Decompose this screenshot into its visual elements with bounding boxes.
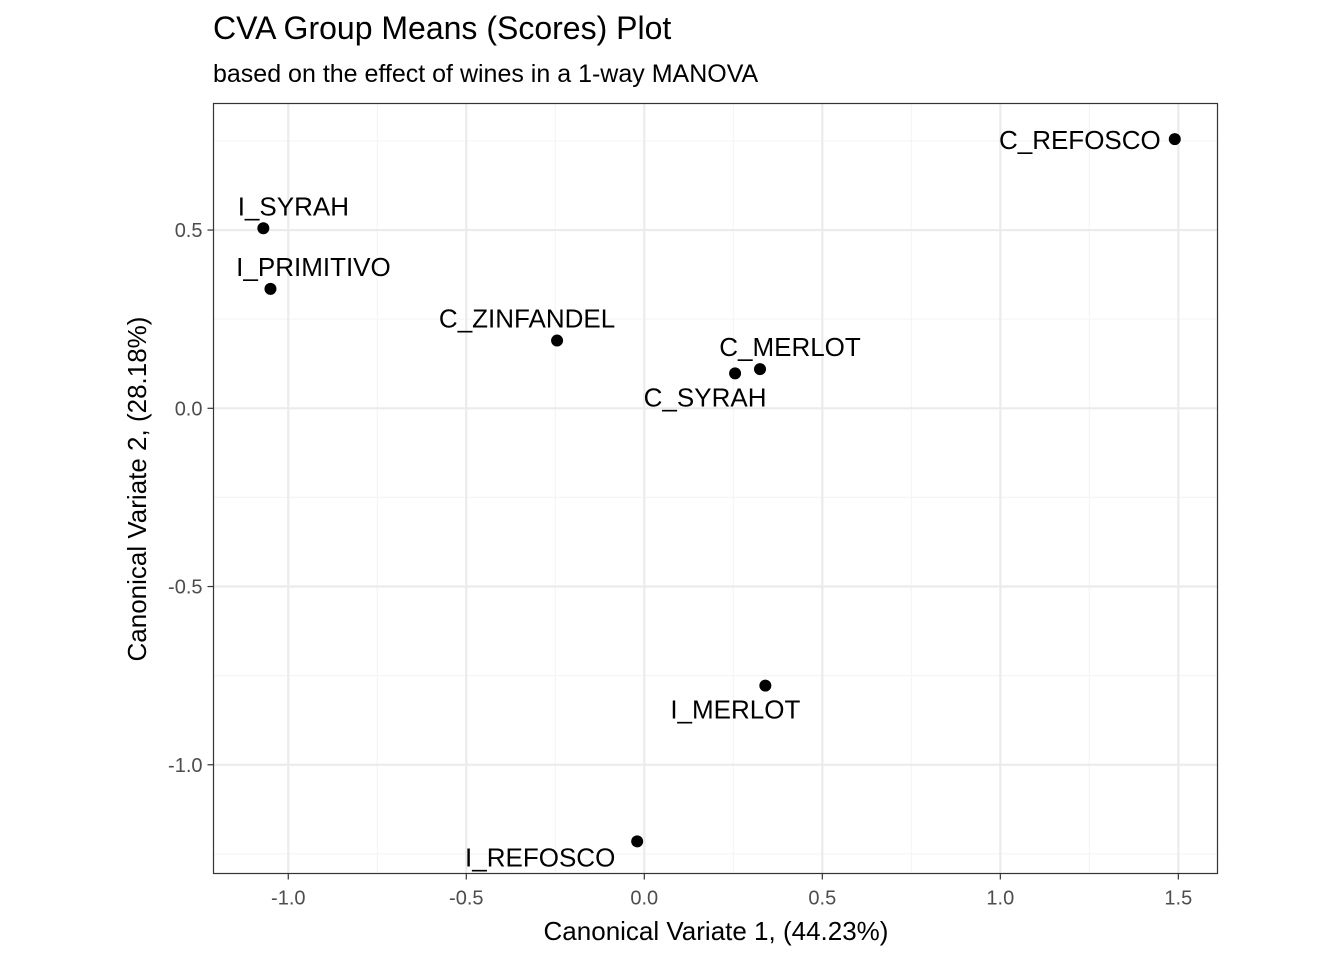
point-label: I_SYRAH (238, 191, 349, 221)
point-label: C_ZINFANDEL (439, 304, 615, 334)
data-point (264, 282, 277, 295)
x-axis-title: Canonical Variate 1, (44.23%) (544, 916, 889, 946)
y-axis: -1.0 -0.5 0.0 0.5 (168, 220, 214, 777)
point-label: I_PRIMITIVO (236, 252, 391, 282)
y-axis-title: Canonical Variate 2, (28.18%) (122, 317, 152, 662)
point-labels: C_REFOSCO I_SYRAH I_PRIMITIVO C_ZINFANDEL C_… (236, 125, 1161, 872)
x-axis: -1.0 -0.5 0.0 0.5 1.0 1.5 (271, 873, 1192, 910)
x-tick-label: -0.5 (449, 888, 483, 910)
x-tick-label: 0.5 (808, 888, 836, 910)
data-point (759, 679, 772, 692)
y-tick-label: -1.0 (168, 755, 202, 777)
x-tick-label: 1.0 (986, 888, 1014, 910)
data-point (551, 334, 564, 347)
data-point (257, 222, 270, 235)
data-points (257, 133, 1181, 848)
y-tick-label: -0.5 (168, 577, 202, 599)
point-label: I_REFOSCO (465, 842, 615, 872)
data-point (631, 835, 644, 848)
y-tick-label: 0.5 (175, 220, 203, 242)
data-point (729, 367, 742, 380)
major-gridlines (213, 103, 1218, 874)
point-label: C_MERLOT (719, 332, 861, 362)
point-label: C_SYRAH (644, 382, 767, 412)
x-tick-label: 1.5 (1164, 888, 1192, 910)
y-tick-label: 0.0 (175, 398, 203, 420)
data-point (754, 363, 767, 376)
x-tick-label: -1.0 (271, 888, 305, 910)
point-label: I_MERLOT (670, 695, 800, 725)
panel-border (212, 102, 1219, 875)
point-label: C_REFOSCO (999, 125, 1161, 155)
chart-subtitle: based on the effect of wines in a 1-way … (213, 60, 759, 88)
x-tick-label: 0.0 (630, 888, 658, 910)
data-point (1168, 133, 1181, 146)
minor-gridlines (213, 103, 1218, 874)
chart-title: CVA Group Means (Scores) Plot (213, 10, 671, 46)
